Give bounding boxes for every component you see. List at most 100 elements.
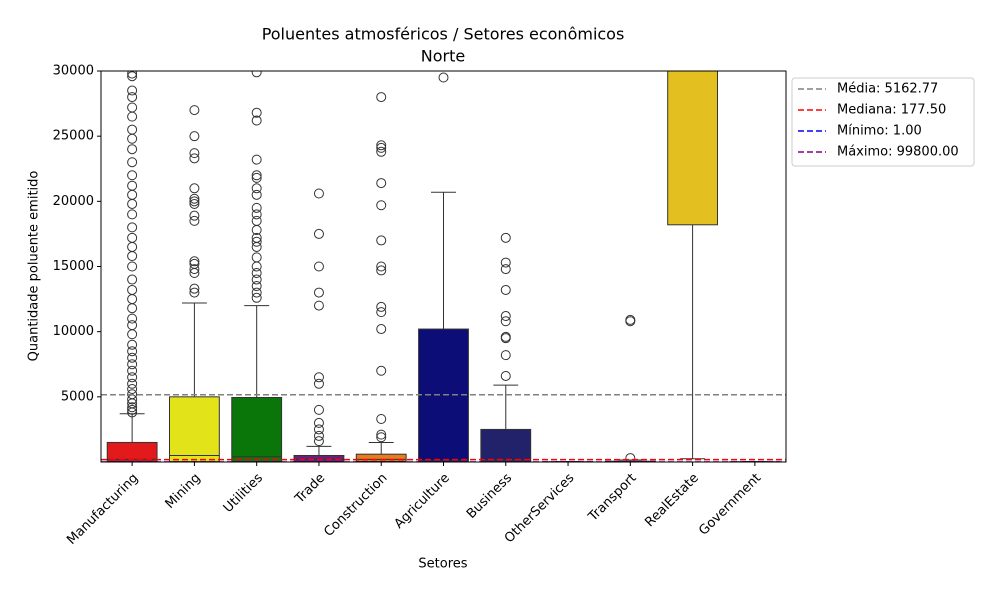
outlier [127,384,138,395]
outlier [313,436,324,447]
outlier [376,365,387,376]
x-tick-label: Trade [292,471,328,507]
outlier [127,313,138,324]
outlier [500,316,511,327]
outlier [313,228,324,239]
outlier [376,200,387,211]
outlier [189,148,200,159]
outlier [127,359,138,370]
outlier [127,261,138,272]
outlier [500,331,511,342]
outlier [127,274,138,285]
outlier [438,72,449,83]
outlier [127,402,138,413]
outlier [189,264,200,275]
outlier [313,188,324,199]
outlier [127,251,138,262]
legend: Média: 5162.77 Mediana: 177.50 Mínimo: 1.0… [791,77,975,167]
outlier [127,378,138,389]
outlier [189,258,200,269]
outlier [127,124,138,135]
outlier [189,105,200,116]
x-tick-label: Utilities [221,471,266,516]
outlier [127,398,138,409]
outlier [625,314,636,325]
outlier [376,429,387,440]
outlier [251,189,262,200]
outlier [189,256,200,267]
outlier [127,85,138,96]
outlier [127,320,138,331]
outlier [376,140,387,151]
outlier [127,404,138,415]
outlier [313,300,324,311]
outlier [127,180,138,191]
outlier [189,193,200,204]
outlier [251,183,262,194]
outlier [376,92,387,103]
outlier [127,71,138,79]
outlier [251,281,262,292]
outlier [189,183,200,194]
x-tick-label: Mining [163,471,204,512]
chart-title: Poluentes atmosféricos / Setores econômi… [262,25,625,44]
outlier [251,71,262,78]
outlier [251,107,262,118]
outlier [127,111,138,122]
x-tick-label: Agriculture [392,471,453,532]
outlier [127,222,138,233]
x-tick-label: Government [696,471,764,539]
outlier [127,232,138,243]
y-tick-label: 15000 [53,259,94,274]
outlier [625,453,636,462]
outlier [313,430,324,441]
legend-label: Máximo: 99800.00 [837,145,959,160]
outlier [127,303,138,314]
legend-label: Mediana: 177.50 [837,103,946,118]
x-tick-label: Business [464,471,515,522]
outlier [127,102,138,113]
outlier [127,329,138,340]
outlier [376,324,387,335]
outlier [189,131,200,142]
y-tick-label: 20000 [53,194,94,209]
outlier [251,268,262,279]
outlier [313,424,324,435]
outlier [127,389,138,400]
outlier [251,292,262,303]
outlier [376,146,387,157]
outlier [127,372,138,383]
outlier [127,209,138,220]
outlier [251,154,262,165]
outlier [376,235,387,246]
outlier [251,274,262,285]
y-tick-label: 10000 [53,324,94,339]
outlier [251,287,262,298]
outlier [313,378,324,389]
box [480,428,532,462]
x-tick-label: RealEstate [642,471,702,531]
outlier [127,346,138,357]
outlier [251,232,262,243]
outlier [251,252,262,263]
box [293,454,345,462]
y-axis-label: Quantidade poluente emitido [27,171,42,362]
outlier [376,261,387,272]
outlier [127,92,138,103]
outlier [251,172,262,183]
outlier [189,283,200,294]
plot-area [101,71,786,462]
box [106,441,158,462]
outlier [376,301,387,312]
outlier [251,209,262,220]
y-tick-label: 5000 [61,389,94,404]
legend-label: Média: 5162.77 [837,82,938,97]
outlier [189,198,200,209]
outlier [500,370,511,381]
outlier [127,352,138,363]
outlier [127,198,138,209]
outlier [313,372,324,383]
y-tick-label: 25000 [53,129,94,144]
outlier [127,294,138,305]
